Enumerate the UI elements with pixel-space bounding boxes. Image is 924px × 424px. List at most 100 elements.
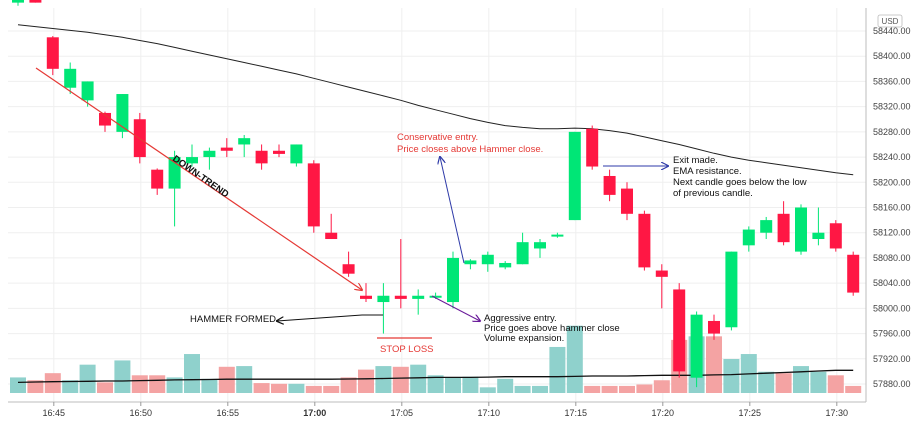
candle-body (220, 147, 233, 151)
volume-bar (340, 377, 357, 393)
volume-bar (166, 377, 183, 393)
volume-bar (532, 385, 548, 393)
candle-body (116, 94, 129, 132)
candle (708, 314, 720, 340)
currency-badge (877, 14, 903, 28)
conservative-entry-line-1: Conservative entry. (397, 132, 478, 143)
candle-body (273, 150, 285, 154)
price-tick-label: 58360.00 (873, 76, 911, 86)
candle (760, 216, 773, 240)
time-tick-label: 17:20 (652, 408, 675, 418)
volume-bar (445, 377, 461, 393)
candle-body (742, 229, 755, 246)
ema-line (17, 24, 854, 176)
volume-bar (827, 375, 844, 393)
candle (238, 135, 251, 158)
conservative-entry-arrow (440, 157, 465, 264)
candle-body (447, 257, 459, 303)
volume-bar (462, 376, 479, 393)
volume-bar (410, 364, 427, 393)
volume-bar (758, 371, 775, 393)
candle (342, 251, 355, 277)
candle-body (812, 232, 825, 240)
volume-bar (358, 369, 374, 393)
candle (551, 232, 564, 238)
candle-body (46, 37, 59, 69)
volume-bar (810, 371, 827, 393)
volume-bar (288, 383, 305, 393)
time-tick-label: 17:25 (739, 408, 762, 418)
candle-body (708, 320, 720, 334)
candle-body (412, 295, 425, 299)
candle-body (516, 242, 529, 265)
aggressive-entry-line-1: Aggressive entry. (484, 313, 557, 324)
price-tick-label: 58320.00 (873, 102, 911, 112)
candle-body (725, 251, 738, 328)
hammer-formed-label: HAMMER FORMED (190, 314, 276, 325)
volume-bar (775, 373, 792, 393)
volume-bar (114, 360, 131, 393)
hammer-formed-arrow (277, 314, 383, 321)
candle-body (429, 295, 442, 298)
candle-body (568, 131, 581, 221)
candle (534, 239, 546, 258)
price-tick-label: 58240.00 (873, 152, 911, 162)
volume-bar (845, 385, 862, 393)
candle (307, 160, 320, 233)
candle (725, 251, 738, 331)
candle-body (534, 242, 546, 249)
price-tick-label: 58080.00 (873, 253, 911, 263)
volume-bar (131, 375, 148, 393)
candle (638, 210, 651, 271)
volume-moving-average-line (17, 369, 854, 384)
candle-body (760, 220, 773, 233)
candle-body (551, 234, 564, 237)
exit-line-1: Exit made. (673, 155, 718, 166)
time-tick-label: 17:10 (478, 408, 501, 418)
candle-body (64, 68, 77, 88)
volume-bar (184, 354, 200, 393)
candle-body (151, 169, 164, 189)
volume-bars (10, 325, 862, 393)
price-tick-label: 58200.00 (873, 177, 911, 187)
candle-body (621, 188, 633, 214)
volume-bar (27, 380, 44, 393)
candle-body (255, 150, 268, 164)
volume-bar (514, 385, 531, 393)
candle (151, 168, 164, 195)
volume-bar (601, 385, 618, 393)
candle (360, 283, 372, 303)
candle-body (203, 150, 216, 158)
candle-body (81, 81, 94, 101)
volume-bar (62, 380, 79, 393)
candle (829, 220, 842, 252)
candle-body (360, 295, 372, 299)
grid (8, 8, 866, 402)
volume-bar (723, 359, 740, 393)
price-tick-label: 57880.00 (873, 379, 911, 389)
candle (464, 259, 477, 270)
candle (46, 36, 59, 76)
price-tick-label: 58040.00 (873, 278, 911, 288)
candle-body (342, 264, 355, 274)
stop-loss-label: STOP LOSS (380, 344, 434, 355)
candle-body (638, 213, 651, 268)
candle-body (829, 223, 842, 249)
volume-bar (253, 383, 270, 393)
candle (290, 144, 303, 167)
volume-bar (497, 378, 514, 393)
volume-bar (566, 325, 583, 393)
candle (220, 138, 233, 158)
volume-bar (149, 375, 166, 393)
candle (447, 251, 459, 309)
price-tick-label: 57960.00 (873, 329, 911, 339)
candle-body (481, 254, 494, 265)
volume-bar (375, 366, 392, 393)
aggressive-entry-line-3: Volume expansion. (484, 333, 564, 344)
volume-bar (619, 385, 635, 393)
time-tick-label: 16:50 (130, 408, 153, 418)
price-tick-label: 58160.00 (873, 203, 911, 213)
candle-body (99, 112, 111, 126)
candle (116, 94, 129, 139)
